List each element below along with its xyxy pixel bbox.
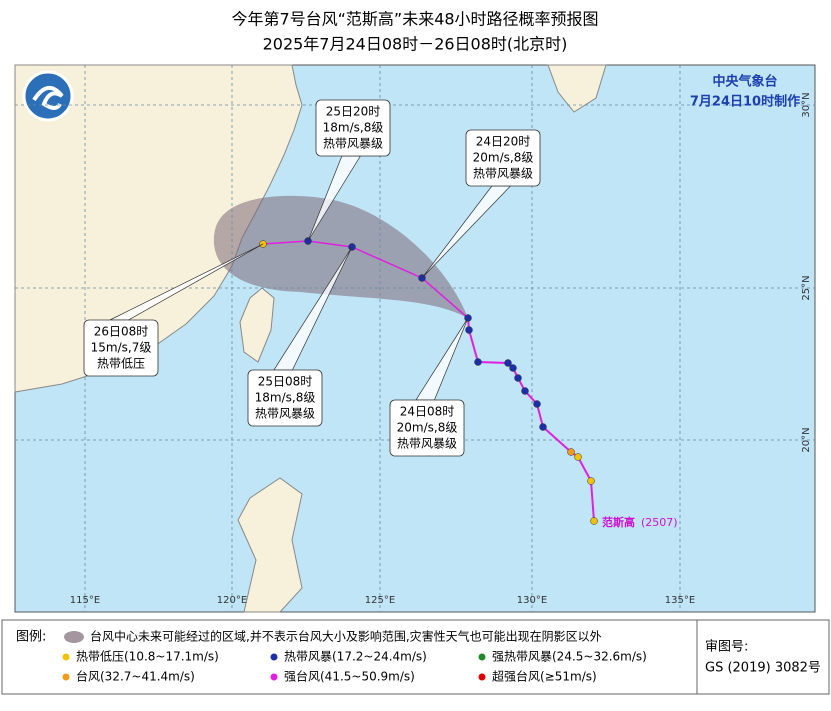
- review-number: GS (2019) 3082号: [705, 661, 821, 676]
- lon-label: 135°E: [665, 595, 695, 606]
- track-point: [514, 374, 522, 382]
- callout-wind: 20m/s,8级: [397, 421, 458, 435]
- track-point: [567, 448, 575, 456]
- callout-grade: 热带风暴级: [255, 407, 315, 421]
- lon-label: 125°E: [365, 595, 395, 606]
- callout-box: [247, 369, 323, 427]
- callout-grade: 热带风暴级: [323, 137, 383, 151]
- legend-cone: [64, 631, 84, 643]
- callout-wind: 18m/s,8级: [323, 121, 384, 135]
- lon-label: 120°E: [217, 595, 247, 606]
- lat-label: 25°N: [801, 275, 812, 300]
- callout-box: [465, 129, 541, 187]
- storm-name: 范斯高: [602, 515, 635, 529]
- legend-label: 热带风暴(17.2~24.4m/s): [284, 650, 427, 664]
- legend-label: 台风(32.7~41.4m/s): [76, 669, 195, 684]
- callout-box: [83, 319, 159, 377]
- callout-time: 24日08时: [400, 405, 455, 419]
- agency: 中央气象台: [712, 74, 777, 90]
- callout-grade: 热带风暴级: [473, 167, 533, 181]
- lat-label: 30°N: [801, 92, 812, 117]
- track-point: [574, 453, 582, 461]
- probability-cone: [213, 195, 468, 318]
- track-point: [474, 358, 482, 366]
- legend-cone-note: 台风中心未来可能经过的区域,并不表示台风大小及影响范围,灾害性天气也可能出现在阴…: [90, 629, 602, 644]
- lat-label: 20°N: [801, 427, 812, 452]
- legend-label: 强热带风暴(24.5~32.6m/s): [492, 650, 647, 664]
- track-point: [509, 364, 517, 372]
- taiwan: [239, 287, 275, 363]
- legend-label: 超强台风(≥51m/s): [492, 669, 597, 684]
- legend-dot: [478, 653, 486, 661]
- track-point: [590, 517, 598, 525]
- legend-box: [1, 619, 830, 695]
- legend-dot: [478, 673, 486, 681]
- callout-grade: 热带风暴级: [397, 437, 457, 451]
- callout-time: 26日08时: [94, 325, 149, 339]
- legend-dot: [62, 653, 70, 661]
- callout-box: [389, 399, 465, 457]
- logo-mark: [32, 86, 64, 110]
- legend-label: 热带低压(10.8~17.1m/s): [76, 650, 219, 664]
- track-point: [521, 387, 529, 395]
- callout-time: 25日08时: [258, 375, 313, 389]
- subtitle: 2025年7月24日08时－26日08时(北京时): [263, 35, 568, 54]
- issued: 7月24日10时制作: [690, 94, 800, 110]
- callout-time: 24日20时: [476, 135, 531, 149]
- track-point: [533, 400, 541, 408]
- callout-wind: 15m/s,7级: [91, 341, 152, 355]
- legend-dot: [62, 673, 70, 681]
- callout-wind: 20m/s,8级: [473, 151, 534, 165]
- legend-dot: [270, 653, 278, 661]
- callout-box: [315, 99, 391, 157]
- legend-title: 图例:: [16, 630, 46, 645]
- track-point: [465, 326, 473, 334]
- luzon: [237, 477, 303, 613]
- track-point: [504, 359, 512, 367]
- track-point: [539, 423, 547, 431]
- callout-wind: 18m/s,8级: [255, 391, 316, 405]
- legend-dot: [270, 673, 278, 681]
- title: 今年第7号台风“范斯高”未来48小时路径概率预报图: [231, 10, 598, 29]
- track-point: [587, 477, 595, 485]
- storm-code: (2507): [641, 516, 678, 529]
- review-title: 审图号:: [705, 640, 748, 655]
- lon-label: 130°E: [517, 595, 547, 606]
- legend-label: 强台风(41.5~50.9m/s): [284, 669, 415, 684]
- callout-time: 25日20时: [326, 105, 381, 119]
- callout-grade: 热带低压: [97, 357, 145, 371]
- lon-label: 115°E: [70, 595, 100, 606]
- map: [14, 64, 816, 613]
